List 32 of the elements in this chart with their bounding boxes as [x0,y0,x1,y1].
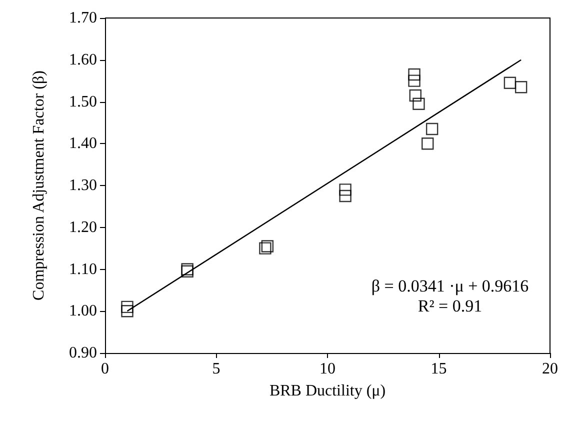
y-tick-label: 1.20 [69,218,97,236]
point [426,122,438,136]
point [408,74,420,87]
y-tick-label: 1.30 [69,177,97,194]
point [504,76,516,90]
x-tick-label: 5 [212,360,220,378]
y-tick-label: 1.50 [69,93,97,110]
y-tick-label: 1.60 [69,51,97,68]
y-tick-label: 1.00 [69,302,97,320]
y-axis-title: Compression Adjustment Factor (β) [30,70,48,300]
point [121,300,134,314]
point [408,68,420,81]
point [339,184,352,196]
x-tick-label: 20 [542,360,558,378]
y-tick-label: 1.70 [69,10,97,26]
annotation: R² = 0.91 [418,296,482,316]
point [422,138,434,150]
point [412,98,425,110]
y-tick-label: 1.40 [69,135,97,152]
x-tick-label: 10 [320,360,336,378]
point [339,190,352,202]
x-tick-label: 15 [430,360,447,378]
point [409,89,422,102]
point [514,80,528,94]
y-tick-label: 1.10 [69,260,97,278]
point [121,305,134,318]
annotation: β = 0.0341 ·μ + 0.9616 [371,276,529,296]
point [261,240,274,252]
x-tick-label: 0 [101,360,109,378]
point [259,242,272,254]
y-tick-label: 0.90 [69,344,97,362]
x-axis-title: BRB Ductility (μ) [269,382,386,400]
